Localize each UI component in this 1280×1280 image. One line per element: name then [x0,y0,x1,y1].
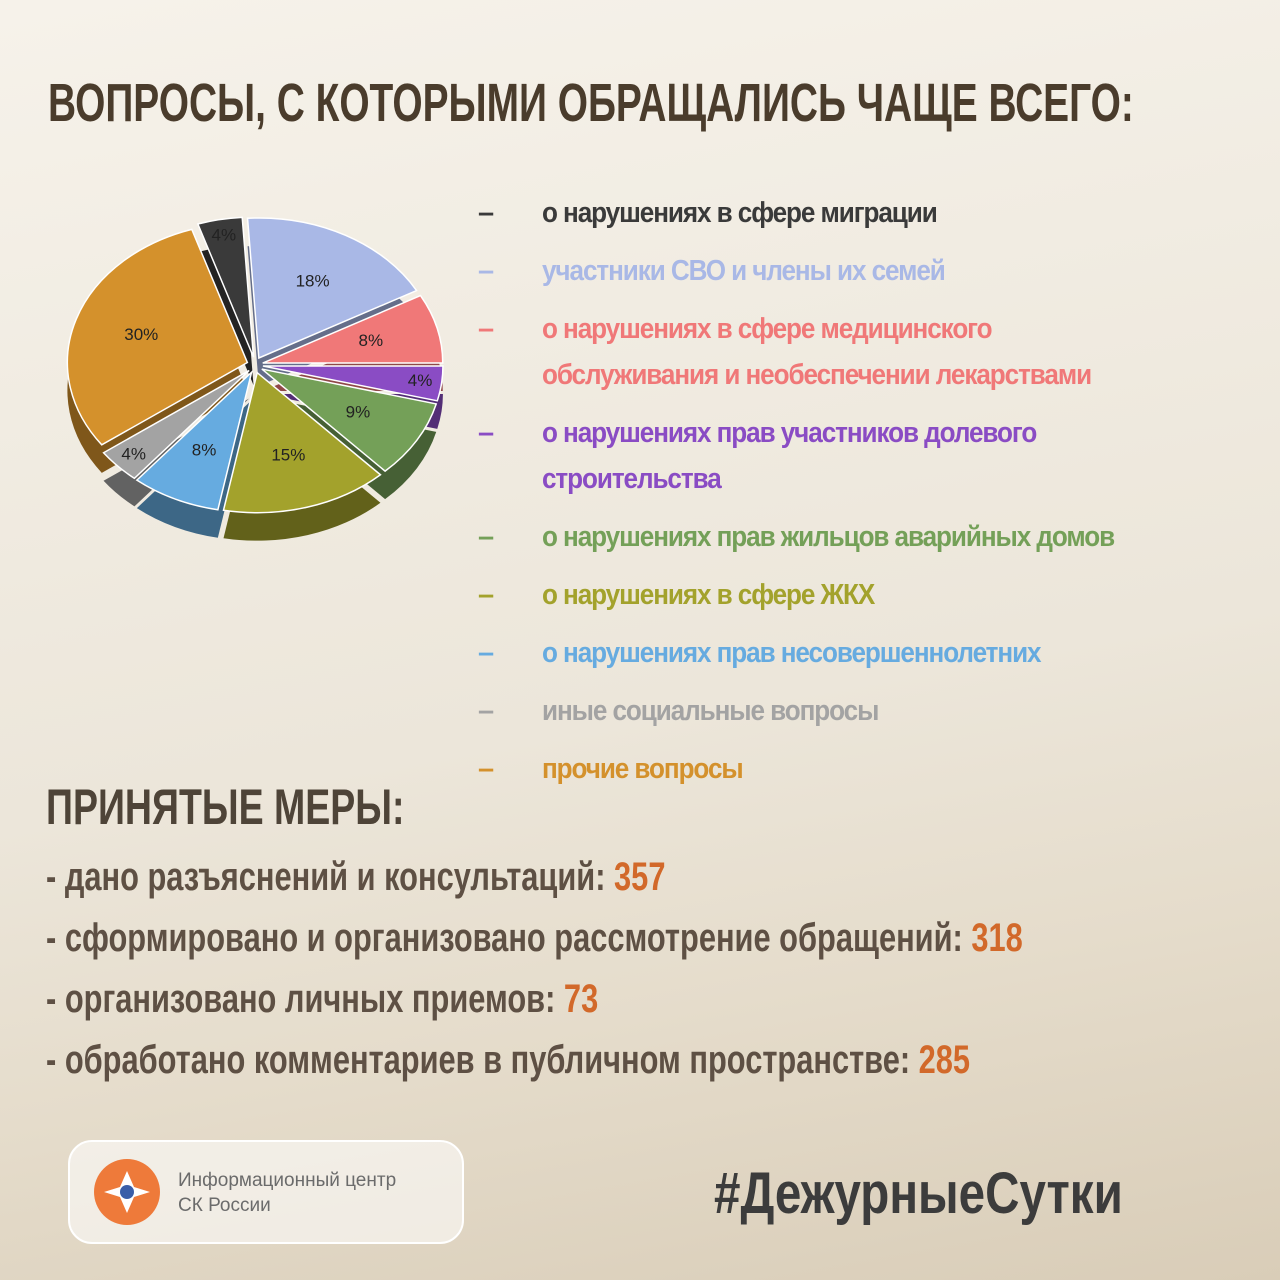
legend-item: – о нарушениях в сфере миграции [478,190,1278,236]
measure-item: - сформировано и организовано рассмотрен… [46,916,1023,961]
slice-label: 4% [408,371,433,390]
slice [261,368,438,473]
measure-value: 357 [614,855,666,899]
legend-marker: – [478,753,495,785]
legend-marker: – [478,313,495,345]
slice-label: 4% [212,226,237,245]
org-name: Информационный центр [178,1170,397,1191]
hashtag: #ДежурныеСутки [714,1161,1123,1226]
org-name: СК России [178,1195,271,1216]
slice [102,369,250,480]
slice-label: 9% [346,403,371,422]
measure-label: - сформировано и организовано рассмотрен… [46,916,963,960]
legend: – о нарушениях в сфере миграции – участники… [478,190,1278,804]
measure-value: 285 [918,1038,971,1082]
slice [135,369,253,511]
legend-label: о нарушениях в сфере миграции [542,197,938,229]
slice-label: 8% [192,440,217,459]
legend-item: – о нарушениях прав жильцов аварийных дом… [478,514,1278,560]
legend-marker: – [478,197,495,229]
measure-item: - дано разъяснений и консультаций: 357 [46,855,665,900]
measure-label: - дано разъяснений и консультаций: [46,855,606,899]
legend-marker: – [478,255,495,287]
slice [66,228,249,446]
legend-item: – о нарушениях прав участников долевого с… [478,410,1278,502]
logo-icon [94,1159,160,1225]
legend-label: прочие вопросы [542,753,744,785]
pie-chart: 4% 18% 8% 4% 9% 15% 8% 4% 30% [66,216,444,541]
legend-item: – иные социальные вопросы [478,688,1278,734]
slice [222,371,382,514]
legend-item: – о нарушениях в сфере ЖКХ [478,572,1278,618]
legend-label: участники СВО и члены их семей [542,255,946,287]
legend-label: о нарушениях прав несовершеннолетних [542,637,1042,669]
slice [246,217,418,360]
slice-label: 8% [359,331,384,350]
slice-label: 4% [121,444,146,463]
slice-label: 18% [296,271,330,290]
legend-item: – участники СВО и члены их семей [478,248,1278,294]
measure-item: - обработано комментариев в публичном пр… [46,1038,970,1083]
legend-marker: – [478,521,495,553]
legend-label: о нарушениях прав жильцов аварийных домо… [542,521,1115,553]
legend-label: иные социальные вопросы [542,695,879,727]
legend-item: – прочие вопросы [478,746,1278,792]
legend-item: – о нарушениях в сфере медицинского обслу… [478,306,1278,398]
measure-label: - обработано комментариев в публичном пр… [46,1038,911,1082]
slice [196,216,255,358]
legend-label: о нарушениях в сфере медицинского обслуж… [542,313,1092,391]
logo-box: Информационный центр СК России [68,1140,464,1244]
legend-marker: – [478,417,495,449]
legend-marker: – [478,579,495,611]
measures-title: ПРИНЯТЫЕ МЕРЫ: [46,779,405,835]
slice-label: 30% [124,325,158,344]
legend-label: о нарушениях прав участников долевого ст… [542,417,1037,495]
legend-marker: – [478,695,495,727]
slice-label: 15% [271,446,305,465]
title: ВОПРОСЫ, С КОТОРЫМИ ОБРАЩАЛИСЬ ЧАЩЕ ВСЕГ… [48,73,1134,133]
legend-label: о нарушениях в сфере ЖКХ [542,579,875,611]
legend-marker: – [478,637,495,669]
measure-label: - организовано личных приемов: [46,977,556,1021]
legend-item: – о нарушениях прав несовершеннолетних [478,630,1278,676]
slice [262,294,444,364]
measure-value: 318 [971,916,1023,960]
slice [262,365,444,402]
measure-item: - организовано личных приемов: 73 [46,977,598,1022]
measure-value: 73 [563,977,599,1021]
